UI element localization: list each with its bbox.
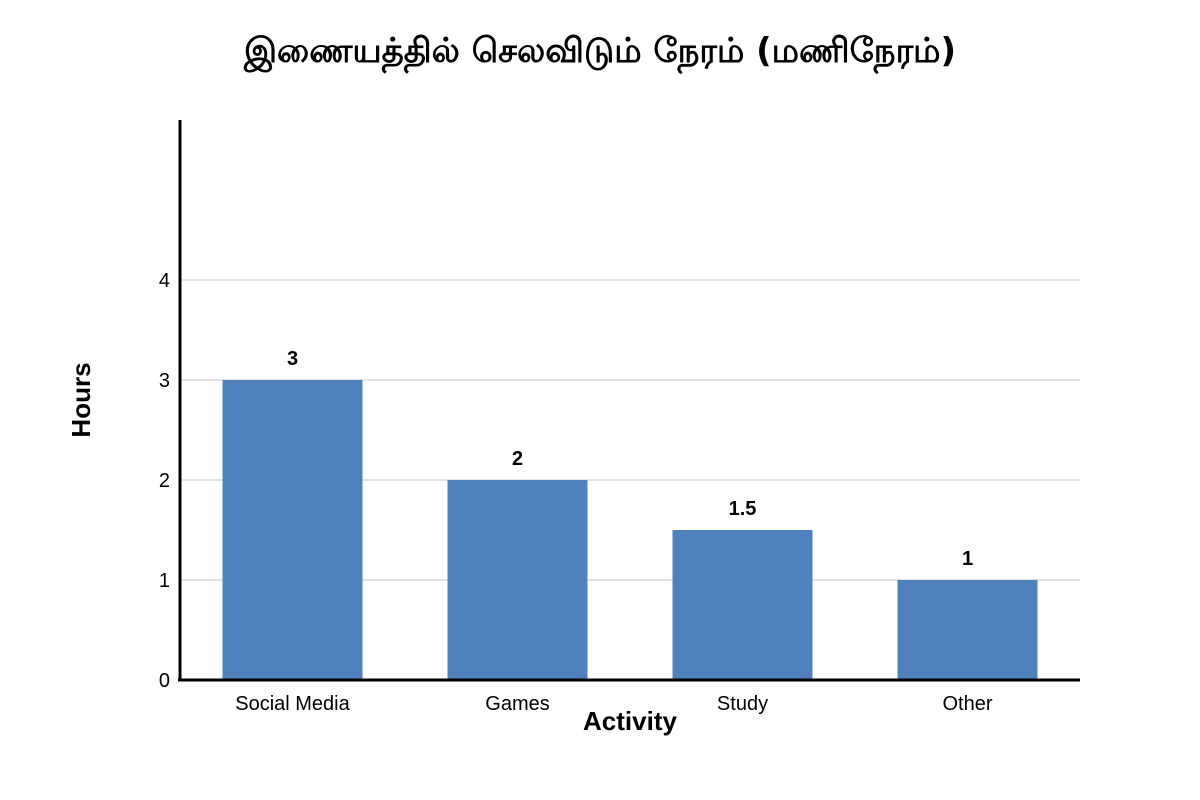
y-tick-label: 4 [159,270,170,292]
x-category-label: Other [942,693,992,715]
y-axis-title: Hours [66,362,96,437]
bar [672,530,813,680]
y-tick-labels: 0 1 2 3 4 [159,270,170,692]
y-tick-label: 1 [159,570,170,592]
bars [222,380,1038,680]
bar [447,480,588,680]
bar [897,580,1038,680]
x-category-labels: Social Media Games Study Other [235,693,993,715]
data-label: 3 [287,348,298,370]
x-category-label: Games [485,693,549,715]
y-tick-label: 3 [159,370,170,392]
x-axis-title: Activity [583,706,677,736]
chart-title: இணையத்தில் செலவிடும் நேரம் (மணிநேரம்) [243,31,956,74]
data-label: 1.5 [729,498,757,520]
data-label: 1 [962,548,973,570]
x-category-label: Study [717,693,768,715]
axes [178,120,1080,682]
y-tick-label: 2 [159,470,170,492]
bar [222,380,363,680]
data-label: 2 [512,448,523,470]
x-category-label: Social Media [235,693,350,715]
data-labels: 321.51 [287,348,973,570]
y-tick-label: 0 [159,670,170,692]
